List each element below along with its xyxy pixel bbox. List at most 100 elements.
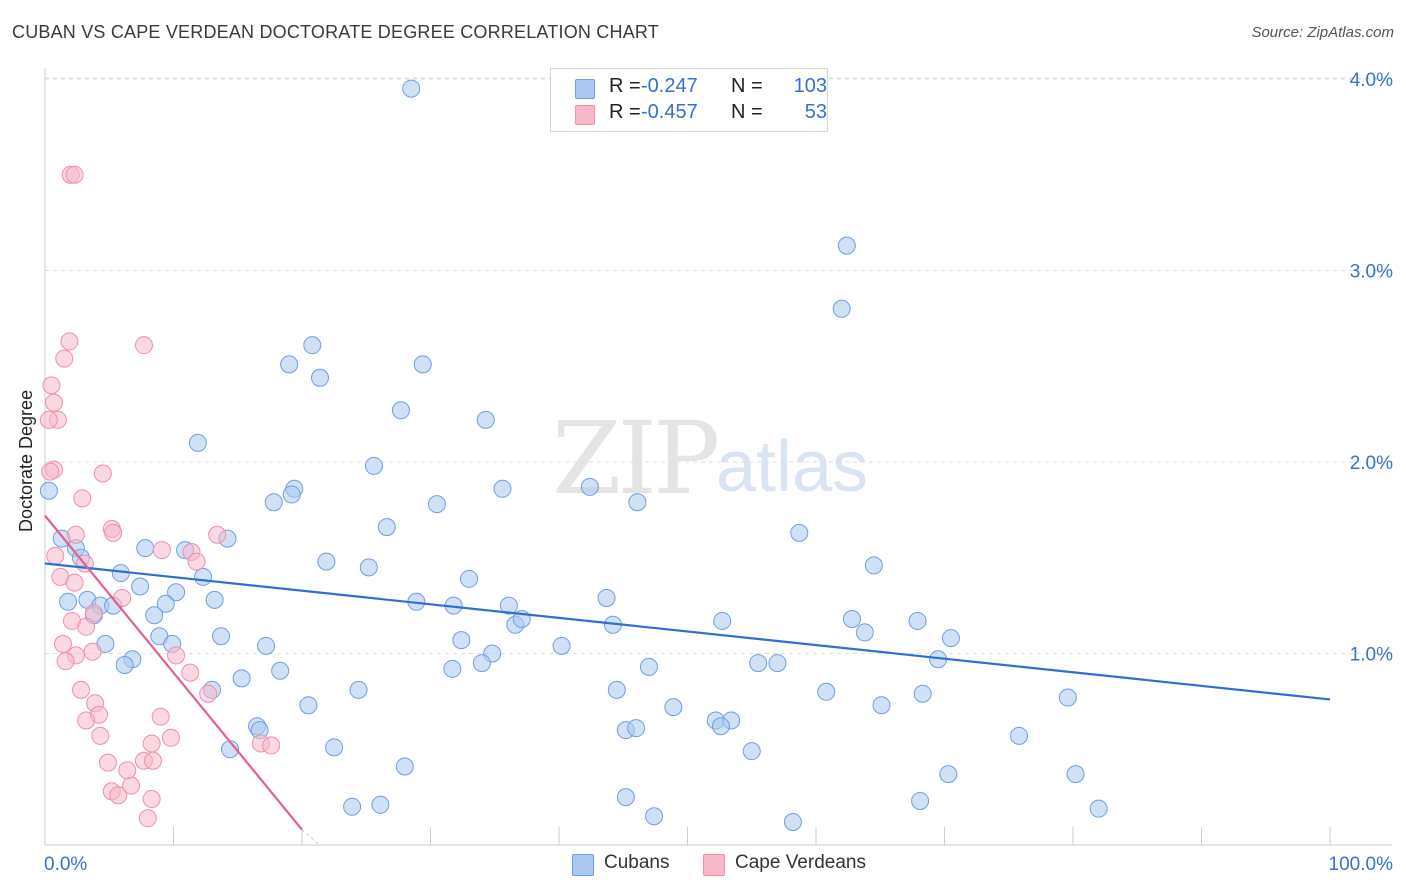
y-tick-label: 4.0% — [1350, 70, 1393, 91]
cuban-point — [136, 539, 155, 558]
cuban-point — [768, 654, 787, 673]
cuban-point — [452, 631, 471, 650]
y-tick-label: 2.0% — [1350, 453, 1393, 474]
cuban-point — [427, 495, 446, 514]
cuban-point — [156, 594, 175, 613]
r-label: R = — [609, 101, 641, 123]
cape-verdean-point — [39, 410, 58, 429]
cuban-point — [855, 623, 874, 642]
cuban-point — [402, 79, 421, 98]
cape-verdean-point — [199, 684, 218, 703]
cape-verdeans-trend-extension — [301, 829, 319, 845]
cape-verdean-point — [98, 753, 117, 772]
cuban-point — [872, 696, 891, 715]
cuban-point — [837, 236, 856, 255]
cuban-point — [628, 493, 647, 512]
n-label: N = — [731, 101, 763, 123]
cuban-point — [359, 558, 378, 577]
r-value: -0.457 — [641, 101, 698, 123]
cuban-point — [627, 719, 646, 738]
cape-verdean-point — [142, 734, 161, 753]
cape-verdean-point — [77, 711, 96, 730]
y-tick-label: 1.0% — [1350, 645, 1393, 666]
cuban-point — [639, 657, 658, 676]
cuban-point — [460, 569, 479, 588]
cape-verdean-point — [134, 336, 153, 355]
cuban-point — [742, 742, 761, 761]
cuban-point — [310, 368, 329, 387]
cuban-point — [303, 336, 322, 355]
cape-verdeans-swatch — [575, 105, 595, 125]
cubans-swatch — [575, 79, 595, 99]
cape-verdean-point — [167, 646, 186, 665]
cuban-point — [493, 479, 512, 498]
cubans-swatch — [572, 854, 594, 876]
cape-verdean-point — [109, 786, 128, 805]
cape-verdean-point — [118, 761, 137, 780]
cape-verdean-point — [46, 546, 65, 565]
cuban-point — [908, 611, 927, 630]
cape-verdean-point — [161, 728, 180, 747]
legend-label: Cubans — [604, 852, 670, 873]
cubans-points — [39, 79, 1108, 832]
cape-verdean-point — [60, 332, 79, 351]
cape-verdean-point — [104, 523, 123, 542]
cuban-point — [832, 299, 851, 318]
cuban-point — [395, 757, 414, 776]
cuban-point — [499, 596, 518, 615]
cape-verdean-point — [152, 541, 171, 560]
cuban-point — [664, 698, 683, 717]
cuban-point — [911, 791, 930, 810]
cuban-point — [580, 477, 599, 496]
cuban-point — [913, 684, 932, 703]
cuban-point — [413, 355, 432, 374]
cuban-point — [205, 590, 224, 609]
cuban-point — [790, 523, 809, 542]
cuban-point — [597, 588, 616, 607]
cape-verdean-point — [181, 663, 200, 682]
cape-verdean-point — [41, 462, 60, 481]
cuban-point — [212, 627, 231, 646]
cuban-point — [713, 611, 732, 630]
n-label: N = — [731, 75, 763, 97]
cape-verdean-point — [65, 165, 84, 184]
correlation-legend: R = -0.247 N = 103 R = -0.457 N = 53 — [550, 68, 828, 132]
source-label: Source: ZipAtlas.com — [1251, 24, 1394, 41]
cuban-point — [749, 654, 768, 673]
x-tick-label: 100.0% — [1329, 854, 1394, 875]
r-value: -0.247 — [641, 75, 698, 97]
cuban-point — [59, 592, 78, 611]
r-label: R = — [609, 75, 641, 97]
cuban-point — [645, 807, 664, 826]
trend-lines — [44, 514, 1331, 845]
cubans-trend-line — [44, 562, 1331, 701]
cape-verdean-point — [44, 393, 63, 412]
cuban-point — [194, 567, 213, 586]
cape-verdean-point — [122, 776, 141, 795]
n-value: 103 — [793, 75, 827, 97]
tick-labels: 1.0% 2.0% 3.0% 4.0% 0.0% 100.0% — [44, 70, 1393, 875]
cuban-point — [39, 481, 58, 500]
cape-verdean-point — [53, 634, 72, 653]
cape-verdeans-swatch — [703, 854, 725, 876]
cuban-point — [131, 577, 150, 596]
cape-verdean-point — [142, 790, 161, 809]
cape-verdean-point — [208, 525, 227, 544]
cuban-point — [817, 682, 836, 701]
cape-verdean-point — [66, 525, 85, 544]
cuban-point — [377, 518, 396, 537]
cuban-point — [391, 401, 410, 420]
y-tick-label: 3.0% — [1350, 262, 1393, 283]
cuban-point — [282, 485, 301, 504]
cuban-point — [371, 795, 390, 814]
cape-verdeans-points — [39, 165, 281, 828]
cuban-point — [783, 813, 802, 832]
cuban-point — [271, 661, 290, 680]
cuban-point — [349, 680, 368, 699]
n-value: 53 — [804, 101, 827, 123]
cape-verdean-point — [262, 736, 281, 755]
cuban-point — [264, 493, 283, 512]
cuban-point — [476, 410, 495, 429]
cuban-point — [343, 797, 362, 816]
